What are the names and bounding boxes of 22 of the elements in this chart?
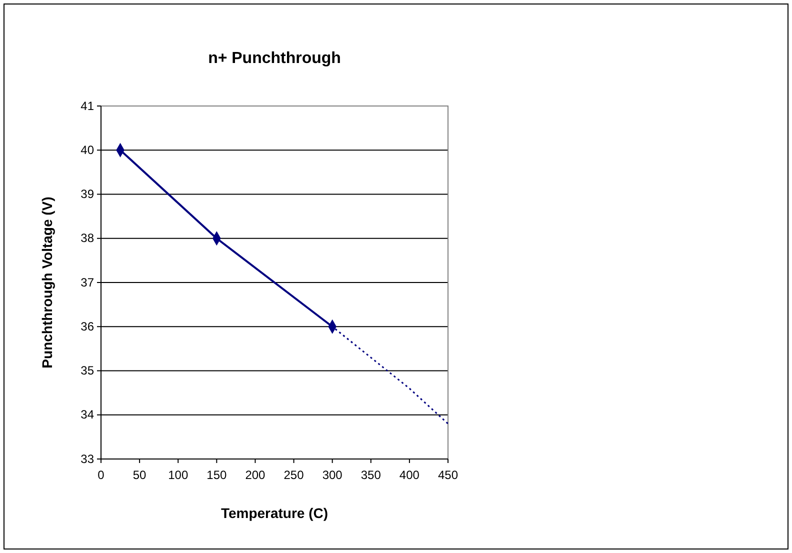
- y-axis-title: Punchthrough Voltage (V): [39, 196, 55, 368]
- y-tick-label: 33: [80, 452, 94, 466]
- y-tick-label: 40: [80, 142, 94, 157]
- x-tick-label: 350: [360, 468, 382, 482]
- x-tick-label: 400: [399, 468, 420, 482]
- x-axis-title: Temperature (C): [220, 505, 328, 521]
- y-tick-label: 38: [80, 231, 94, 246]
- x-tick-label: 450: [438, 468, 458, 482]
- y-tick-label: 35: [80, 364, 94, 378]
- chart-title: n+ Punchthrough: [208, 50, 341, 67]
- x-tick-label: 250: [284, 468, 304, 482]
- x-tick-label: 150: [206, 468, 227, 482]
- y-tick-label: 41: [80, 98, 94, 113]
- y-tick-label: 37: [80, 275, 94, 290]
- x-tick-label: 300: [322, 468, 343, 482]
- x-tick-label: 100: [168, 468, 188, 482]
- y-tick-label: 36: [80, 319, 94, 334]
- y-tick-label: 39: [80, 187, 94, 202]
- x-tick-label: 50: [132, 468, 147, 482]
- x-tick-label: 200: [245, 468, 266, 482]
- x-tick-label: 0: [98, 468, 105, 482]
- y-tick-label: 34: [80, 408, 94, 422]
